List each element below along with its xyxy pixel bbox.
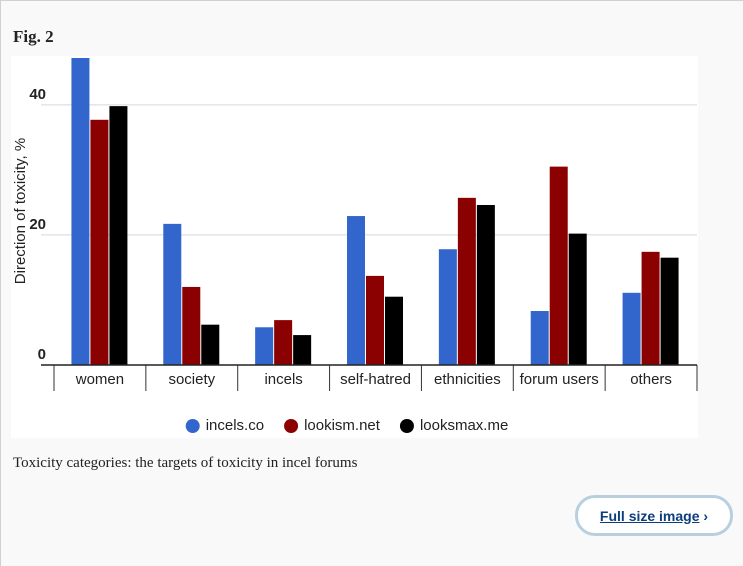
button-text: Full size image (599, 507, 700, 524)
bar (660, 257, 679, 365)
bar (109, 106, 128, 366)
bar (255, 327, 274, 365)
bar (366, 275, 384, 365)
legend-marker (399, 419, 414, 433)
bar (476, 204, 495, 365)
full-size-button[interactable]: Full size image › (575, 495, 733, 536)
y-tick-label: 0 (38, 346, 46, 363)
x-tick-label: self-hatred (340, 371, 411, 388)
bar (457, 197, 476, 365)
bar (163, 223, 182, 365)
caption: Toxicity categories: the targets of toxi… (13, 455, 358, 471)
legend-marker (185, 419, 200, 433)
bar (641, 251, 660, 365)
legend-label: incels.co (206, 417, 264, 434)
legend-marker (284, 419, 299, 433)
legend-label: lookism.net (304, 417, 381, 434)
bar (182, 286, 201, 365)
bar (347, 216, 365, 365)
x-tick-label: forum users (520, 371, 599, 388)
y-tick-label: 20 (29, 216, 46, 233)
x-tick-label: ethnicities (434, 371, 501, 388)
bar (568, 233, 587, 365)
y-tick-label: 40 (29, 86, 46, 103)
bar (274, 320, 293, 365)
bar (438, 249, 457, 365)
bar (90, 119, 109, 365)
x-tick-label: incels (264, 371, 302, 388)
legend-label: looksmax.me (420, 417, 508, 434)
bar (201, 324, 220, 365)
bar (530, 311, 549, 365)
bar (622, 292, 641, 365)
y-axis-label: Direction of toxicity, % (12, 138, 29, 284)
x-tick-label: women (75, 371, 124, 388)
bar (293, 335, 312, 365)
figure-label: Fig. 2 (13, 27, 54, 46)
x-tick-label: society (168, 371, 215, 388)
x-tick-label: others (630, 371, 672, 388)
bar (71, 58, 90, 365)
bar (385, 296, 403, 365)
bar (549, 166, 568, 365)
